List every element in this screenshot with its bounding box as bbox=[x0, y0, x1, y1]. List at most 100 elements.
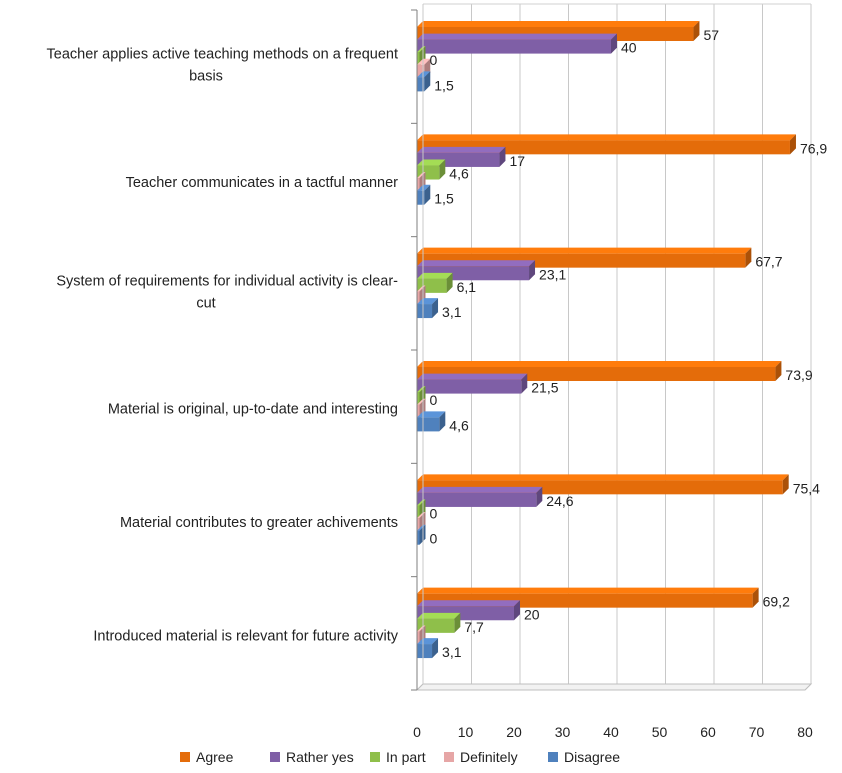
bar-definitely-0 bbox=[417, 64, 425, 79]
bar-disagree-2 bbox=[417, 304, 433, 319]
category-label-5-line-0: Introduced material is relevant for futu… bbox=[93, 628, 398, 644]
bar-top-agree-3 bbox=[417, 361, 782, 367]
bar-top-definitely-0 bbox=[417, 58, 431, 65]
bar-side-disagree-1 bbox=[424, 184, 431, 205]
bar-top-agree-5 bbox=[417, 587, 759, 594]
bar-top-disagree-2 bbox=[417, 298, 439, 305]
bar-rather-yes-3 bbox=[417, 379, 522, 394]
bar-side-rather-yes-5 bbox=[514, 600, 520, 621]
bar-side-rather-yes-2 bbox=[529, 260, 536, 281]
bar-side-rather-yes-1 bbox=[499, 146, 506, 167]
value-label-agree-1: 76,9 bbox=[800, 140, 827, 156]
value-label-agree-0: 57 bbox=[703, 27, 719, 43]
bar-in-part-0 bbox=[417, 52, 420, 67]
category-label-1-line-0: Teacher communicates in a tactful manner bbox=[126, 175, 399, 191]
bar-side-rather-yes-0 bbox=[611, 33, 617, 54]
value-label-disagree-1: 1,5 bbox=[434, 191, 454, 207]
bar-in-part-3 bbox=[417, 392, 420, 407]
bar-top-in-part-2 bbox=[417, 272, 453, 279]
x-tick-label-80: 80 bbox=[797, 724, 813, 740]
x-tick-label-10: 10 bbox=[458, 724, 474, 740]
value-label-disagree-4: 0 bbox=[430, 531, 438, 547]
x-tick-label-20: 20 bbox=[506, 724, 522, 740]
bar-top-agree-0 bbox=[417, 21, 700, 27]
value-label-agree-3: 73,9 bbox=[785, 367, 812, 383]
bar-definitely-3 bbox=[417, 404, 420, 419]
category-label-2-line-1: cut bbox=[196, 295, 215, 311]
bar-top-agree-4 bbox=[417, 474, 789, 481]
bar-top-rather-yes-2 bbox=[417, 260, 536, 267]
value-label-rather-yes-3: 21,5 bbox=[531, 380, 558, 396]
value-label-agree-5: 69,2 bbox=[763, 594, 790, 610]
value-label-disagree-5: 3,1 bbox=[442, 644, 462, 660]
value-label-rather-yes-5: 20 bbox=[524, 606, 540, 622]
bar-side-disagree-2 bbox=[432, 298, 439, 319]
plot-floor bbox=[415, 683, 813, 691]
value-label-in-part-5: 7,7 bbox=[464, 619, 484, 635]
x-tick-label-60: 60 bbox=[700, 724, 716, 740]
legend-swatch-disagree bbox=[548, 752, 558, 762]
bar-side-agree-1 bbox=[789, 134, 796, 155]
bar-side-agree-2 bbox=[745, 247, 752, 268]
bar-side-agree-3 bbox=[775, 361, 782, 381]
value-label-in-part-0: 0 bbox=[430, 52, 438, 68]
bar-side-rather-yes-4 bbox=[536, 486, 543, 507]
bar-definitely-1 bbox=[417, 178, 420, 193]
category-label-4-line-0: Material contributes to greater achiveme… bbox=[120, 515, 398, 531]
bar-top-in-part-1 bbox=[417, 159, 446, 166]
bar-top-agree-1 bbox=[417, 134, 796, 141]
labels: 57 40 0 1,5 Teacher applies active teaching … bbox=[47, 27, 828, 740]
bar-top-rather-yes-5 bbox=[417, 600, 520, 607]
bar-top-agree-2 bbox=[417, 247, 752, 254]
bar-definitely-2 bbox=[417, 291, 420, 306]
x-tick-label-40: 40 bbox=[603, 724, 619, 740]
bar-side-disagree-3 bbox=[439, 411, 446, 432]
category-label-0-line-1: basis bbox=[189, 69, 223, 85]
bar-side-in-part-1 bbox=[439, 159, 446, 180]
bar-top-in-part-5 bbox=[417, 612, 461, 619]
value-label-rather-yes-0: 40 bbox=[621, 40, 637, 56]
x-tick-label-50: 50 bbox=[652, 724, 668, 740]
bar-disagree-0 bbox=[417, 77, 425, 92]
bar-disagree-5 bbox=[417, 644, 433, 659]
value-label-rather-yes-1: 17 bbox=[509, 153, 525, 169]
value-label-disagree-3: 4,6 bbox=[449, 417, 469, 433]
legend-label-definitely: Definitely bbox=[460, 749, 518, 765]
bar-side-disagree-0 bbox=[424, 71, 431, 92]
legend-label-agree: Agree bbox=[196, 749, 234, 765]
legend-swatch-definitely bbox=[444, 752, 454, 762]
value-label-in-part-3: 0 bbox=[430, 392, 438, 408]
legend-label-rather-yes: Rather yes bbox=[286, 749, 354, 765]
legend-swatch-agree bbox=[180, 752, 190, 762]
x-tick-label-30: 30 bbox=[555, 724, 571, 740]
bar-top-disagree-1 bbox=[417, 184, 431, 191]
bar-top-rather-yes-3 bbox=[417, 373, 528, 380]
value-label-disagree-2: 3,1 bbox=[442, 304, 462, 320]
category-label-2-line-0: System of requirements for individual ac… bbox=[56, 273, 398, 289]
bar-rather-yes-4 bbox=[417, 492, 537, 507]
bar-definitely-5 bbox=[417, 631, 420, 646]
bar-side-agree-5 bbox=[752, 587, 759, 608]
value-label-in-part-4: 0 bbox=[430, 506, 438, 522]
bar-top-rather-yes-4 bbox=[417, 486, 543, 493]
bar-side-rather-yes-3 bbox=[521, 373, 528, 394]
bar-disagree-4 bbox=[417, 530, 420, 545]
bar-side-agree-0 bbox=[693, 21, 700, 41]
bar-side-agree-4 bbox=[782, 474, 789, 495]
x-tick-label-0: 0 bbox=[413, 724, 421, 740]
value-label-in-part-2: 6,1 bbox=[457, 279, 477, 295]
bar-top-disagree-0 bbox=[417, 71, 431, 78]
bar-disagree-1 bbox=[417, 190, 425, 205]
bar-top-rather-yes-1 bbox=[417, 146, 506, 153]
legend: Agree Rather yes In part Definitely Disagree bbox=[180, 749, 620, 765]
bar-in-part-4 bbox=[417, 505, 420, 520]
category-label-3-line-0: Material is original, up-to-date and int… bbox=[108, 402, 398, 418]
bar-side-in-part-5 bbox=[454, 612, 461, 633]
bar-top-rather-yes-0 bbox=[417, 33, 617, 40]
legend-swatch-in-part bbox=[370, 752, 380, 762]
axes bbox=[411, 4, 424, 691]
value-label-disagree-0: 1,5 bbox=[434, 77, 454, 93]
grid-lines bbox=[415, 3, 813, 691]
bar-side-disagree-5 bbox=[432, 638, 439, 659]
